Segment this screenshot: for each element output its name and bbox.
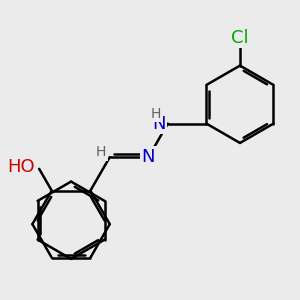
Text: HO: HO <box>7 158 34 176</box>
Text: H: H <box>150 107 161 121</box>
Text: Cl: Cl <box>231 29 249 47</box>
Text: N: N <box>142 148 155 166</box>
Text: N: N <box>152 115 166 133</box>
Text: H: H <box>96 146 106 160</box>
